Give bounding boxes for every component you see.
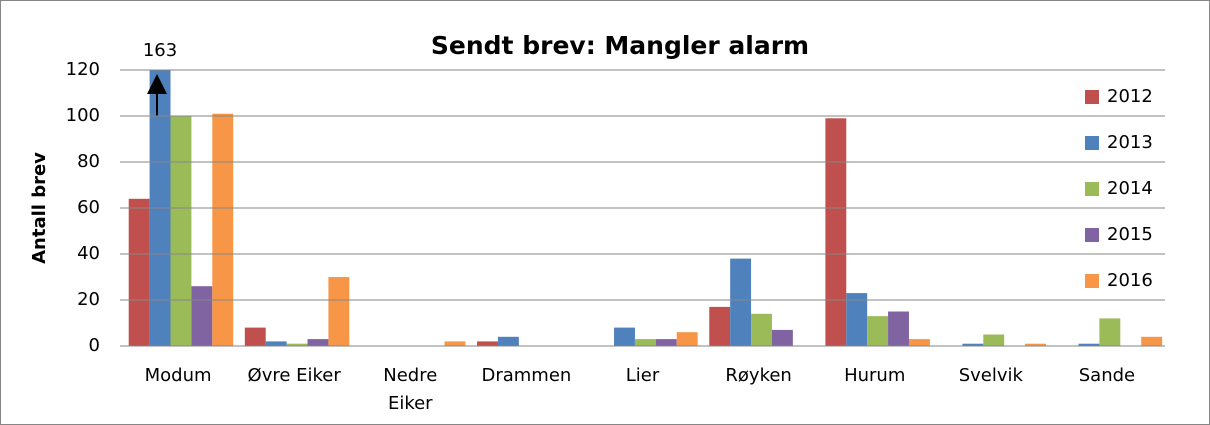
bar xyxy=(1099,318,1121,346)
bar xyxy=(1141,336,1163,346)
y-tick-label: 40 xyxy=(77,243,100,264)
x-tick-label: Øvre Eiker xyxy=(248,365,342,386)
x-tick-label: Sande xyxy=(1079,365,1135,386)
bar xyxy=(655,339,677,346)
legend-swatch xyxy=(1085,274,1099,288)
bar xyxy=(825,118,847,346)
x-tick-label: Lier xyxy=(626,365,660,386)
plot xyxy=(128,70,1163,346)
bar xyxy=(328,277,350,346)
x-tick-label: Hurum xyxy=(844,365,905,386)
legend-label: 2015 xyxy=(1107,224,1153,245)
bar xyxy=(244,327,266,346)
y-tick-label: 80 xyxy=(77,151,100,172)
bar xyxy=(477,341,498,346)
annotation: 163 xyxy=(143,40,177,61)
bar xyxy=(307,339,329,346)
bar xyxy=(497,336,519,346)
bar xyxy=(709,306,731,346)
y-tick-label: 0 xyxy=(89,335,100,356)
bar xyxy=(1025,343,1046,346)
chart-title: Sendt brev: Mangler alarm xyxy=(431,31,809,60)
bar xyxy=(170,116,192,346)
x-tick-label: Nedre xyxy=(383,365,437,386)
legend-swatch xyxy=(1085,90,1099,104)
bar xyxy=(751,313,772,346)
bar xyxy=(212,113,234,346)
bar xyxy=(1078,343,1100,346)
x-tick-label: Eiker xyxy=(388,393,433,414)
bar xyxy=(444,341,466,346)
bar xyxy=(676,332,698,346)
bar xyxy=(634,339,656,346)
legend-label: 2014 xyxy=(1107,178,1153,199)
bar xyxy=(265,341,287,346)
y-tick-label: 120 xyxy=(66,59,100,80)
y-tick-label: 100 xyxy=(66,105,100,126)
x-tick-label: Drammen xyxy=(481,365,571,386)
bar xyxy=(962,343,984,346)
bar xyxy=(908,339,930,346)
bar xyxy=(128,198,150,346)
legend-swatch xyxy=(1085,182,1099,196)
legend-label: 2013 xyxy=(1107,132,1153,153)
x-tick-label: Modum xyxy=(145,365,212,386)
x-tick-label: Røyken xyxy=(725,365,791,386)
bar xyxy=(771,329,793,346)
y-tick-label: 20 xyxy=(77,289,100,310)
x-tick-label: Svelvik xyxy=(959,365,1024,386)
bar xyxy=(191,286,213,346)
y-tick-label: 60 xyxy=(77,197,100,218)
legend-label: 2016 xyxy=(1107,270,1153,291)
bar xyxy=(867,316,889,346)
y-axis-label: Antall brev xyxy=(29,152,50,264)
bar xyxy=(846,293,868,346)
bar xyxy=(614,327,635,346)
bar xyxy=(983,334,1005,346)
legend-swatch xyxy=(1085,228,1099,242)
bar xyxy=(730,258,752,346)
bar xyxy=(888,311,909,346)
legend-label: 2012 xyxy=(1107,86,1153,107)
bar xyxy=(286,343,308,346)
legend-swatch xyxy=(1085,136,1099,150)
